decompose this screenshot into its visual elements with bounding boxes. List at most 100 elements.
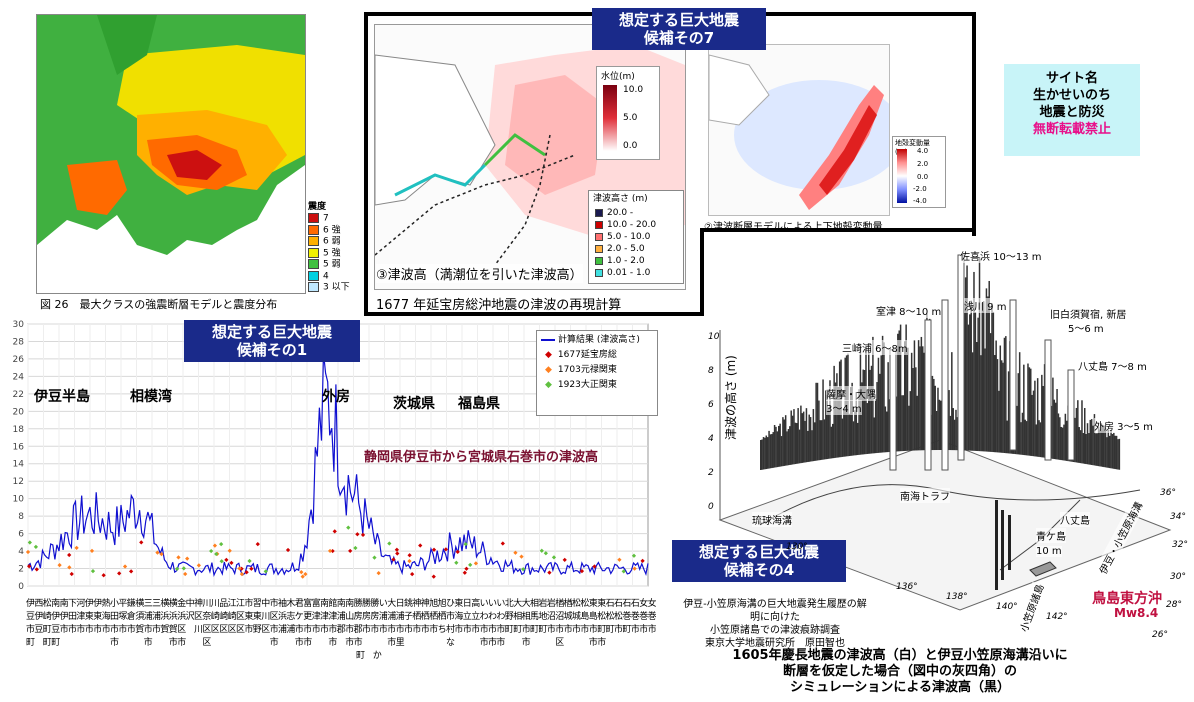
tsunami-bar <box>780 436 783 467</box>
historical-height-bar <box>957 254 965 461</box>
tsunami-bar <box>1064 413 1067 461</box>
c4-source-line3: 東京大学地震研究所 原田智也 <box>705 638 845 649</box>
tsunami-bar <box>829 380 831 459</box>
legend-swatch <box>308 236 319 246</box>
y-tick-label: 8 <box>18 512 24 522</box>
tsunami-bar <box>804 420 806 463</box>
tsunami-bar <box>1039 422 1042 458</box>
tsunami-bar <box>991 303 993 452</box>
tsunami-bar <box>1042 385 1044 458</box>
kanto-legend-label: 4 <box>323 271 329 281</box>
epicenter-label: 鳥島東方沖 <box>1092 591 1162 607</box>
tsunami-bar <box>841 418 844 457</box>
water-level-tick-2: 0.0 <box>623 141 638 151</box>
tsunami-bar <box>1053 399 1056 460</box>
tsunami-bar <box>766 437 769 469</box>
deform-map-graphic <box>709 54 889 210</box>
tsunami-bar <box>768 430 770 469</box>
historic-marker <box>237 566 242 571</box>
kanto-map-graphic <box>37 15 305 293</box>
y-tick-label: 12 <box>13 477 24 487</box>
c4-y-tick: 0 <box>708 502 714 512</box>
historic-marker <box>431 547 437 552</box>
tsunami-bar <box>1113 432 1115 469</box>
region-label-fukushima: 福島県 <box>458 396 500 412</box>
tsunami-bar <box>1035 424 1038 457</box>
tsunami-bar <box>850 387 852 456</box>
y-tick-label: 20 <box>13 407 25 417</box>
tsunami-bar <box>1090 419 1093 465</box>
c4-caption-line2: 断層を仮定した場合（図中の灰四角）の <box>782 664 1017 679</box>
tsunami-bar <box>964 277 967 451</box>
tsunami-legend-label: 0.01 - 1.0 <box>607 268 651 278</box>
tsunami-bar <box>814 422 816 461</box>
tsunami-bar <box>869 369 871 454</box>
legend-swatch <box>308 259 319 269</box>
legend-swatch <box>308 213 319 223</box>
historic-marker <box>543 551 548 556</box>
tsunami-bar <box>969 314 971 451</box>
tsunami-bar <box>798 429 801 464</box>
tsunami-bar <box>1050 405 1053 459</box>
c4-place-label: 琉球海溝 <box>752 512 792 527</box>
tsunami-bar <box>811 430 813 462</box>
c4-y-tick: 2 <box>708 468 714 478</box>
c4-lon-tick: 130° <box>786 542 808 552</box>
tsunami-bar <box>992 311 995 453</box>
tsunami-bar <box>1002 362 1004 453</box>
site-line3: 地震と防災 <box>1039 105 1105 120</box>
tsunami-bar <box>909 391 912 451</box>
tsunami-bar <box>967 324 970 451</box>
tsunami-legend-label: 2.0 - 5.0 <box>607 244 645 254</box>
tsunami-bar <box>1108 435 1111 469</box>
tsunami-bar <box>1028 367 1031 456</box>
historic-marker <box>209 548 214 554</box>
tsunami-bar <box>802 411 805 463</box>
candidate4-title: 想定する巨大地震 候補その4 <box>672 540 846 582</box>
y-tick-label: 4 <box>18 547 24 557</box>
candidate7-frame-bottom-lower <box>364 312 704 316</box>
historic-marker <box>462 570 467 575</box>
deform-tick-1: 2.0 <box>917 160 929 168</box>
c4-lat-tick: 32° <box>1172 540 1188 550</box>
tsunami-bar <box>1066 420 1068 461</box>
tsunami-bar <box>1052 377 1054 459</box>
tsunami-bar <box>823 419 826 460</box>
tsunami-bar <box>877 357 880 453</box>
historic-marker <box>139 540 144 545</box>
tsunami-bar <box>782 417 784 467</box>
tsunami-bar <box>832 423 834 459</box>
tsunami-bar <box>870 365 873 454</box>
tsunami-bar <box>858 389 860 455</box>
tsunami-bar <box>1054 402 1057 460</box>
tsunami-bar <box>913 340 916 451</box>
legend-1703-label: 1703元禄関東 <box>557 365 617 375</box>
c4-place-label: 3～4 m <box>826 400 862 415</box>
tsunami-bar <box>910 352 913 451</box>
tsunami-bar <box>776 431 779 468</box>
tsunami-bar <box>868 351 870 454</box>
tsunami-bar <box>856 422 859 456</box>
tsunami-map-label: ③津波高（満潮位を引いた津波高） <box>376 264 583 283</box>
tsunami-bar <box>779 423 781 467</box>
tsunami-bar <box>915 367 917 451</box>
historic-marker <box>376 570 381 576</box>
kanto-legend-label: 3 以下 <box>323 282 350 293</box>
tsunami-bar <box>955 409 957 451</box>
tsunami-bar <box>1059 417 1061 460</box>
fault-rect <box>1029 561 1057 577</box>
c4-place-label: 佐喜浜 10～13 m <box>960 248 1042 263</box>
tsunami-bar <box>920 336 923 451</box>
tsunami-legend-label: 1.0 - 2.0 <box>607 256 645 266</box>
y-tick-label: 0 <box>18 582 24 592</box>
tsunami-bar <box>760 440 762 470</box>
site-notice: 無断転載禁止 <box>1032 122 1111 137</box>
tsunami-bar <box>1034 380 1036 457</box>
kanto-legend-label: 6 弱 <box>323 236 341 247</box>
historic-marker <box>592 564 597 569</box>
tsunami-bar <box>816 382 819 461</box>
tsunami-bar <box>1021 412 1024 455</box>
tsunami-bar <box>1111 434 1114 469</box>
legend-swatch <box>308 247 319 258</box>
candidate1-title: 想定する巨大地震 候補その1 <box>184 320 360 362</box>
